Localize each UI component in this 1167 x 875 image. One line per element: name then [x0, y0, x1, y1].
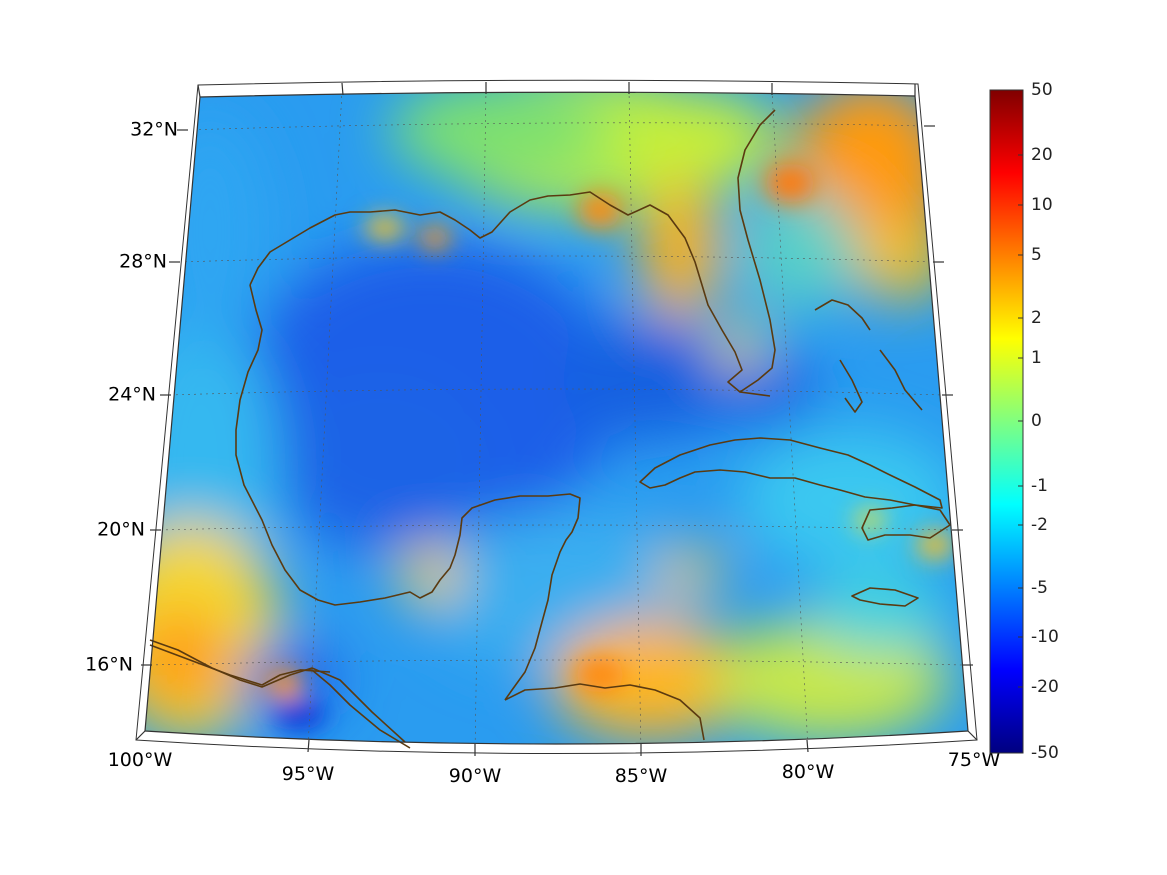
- frame-ticks: [135, 82, 978, 756]
- colorbar: 50 20 10 5 2 1 0 -1 -2 -5 -10 -20 -50: [989, 80, 1059, 763]
- colorbar-label: 10: [1031, 195, 1053, 215]
- colorbar-label: 1: [1031, 348, 1042, 368]
- lon-label: 80°W: [782, 761, 835, 783]
- colorbar-label: -10: [1031, 627, 1059, 647]
- lat-label: 32°N: [130, 119, 178, 141]
- lon-label: 90°W: [449, 765, 502, 787]
- colorbar-label: -5: [1031, 578, 1048, 598]
- lat-label: 24°N: [108, 384, 156, 406]
- colorbar-label: -2: [1031, 515, 1048, 535]
- longitude-labels: 100°W 95°W 90°W 85°W 80°W 75°W: [108, 749, 1001, 787]
- colorbar-gradient: [989, 89, 1024, 754]
- colorbar-label: 5: [1031, 245, 1042, 265]
- map-frame: [144, 91, 969, 745]
- map-frame-outer: [135, 79, 978, 754]
- colorbar-label: -50: [1031, 743, 1059, 763]
- lat-label: 20°N: [97, 519, 145, 541]
- colorbar-label: 2: [1031, 308, 1042, 328]
- colorbar-label: 0: [1031, 411, 1042, 431]
- colorbar-label: 20: [1031, 145, 1053, 165]
- colorbar-label: -20: [1031, 677, 1059, 697]
- lon-label: 85°W: [615, 765, 668, 787]
- colorbar-ticks: [1018, 89, 1023, 754]
- lat-label: 16°N: [85, 654, 133, 676]
- lon-label: 75°W: [948, 749, 1001, 771]
- colorbar-label: 50: [1031, 80, 1053, 100]
- latitude-labels: 32°N 28°N 24°N 20°N 16°N: [85, 119, 178, 676]
- lon-label: 95°W: [282, 763, 335, 785]
- colorbar-label: -1: [1031, 476, 1048, 496]
- data-field: [145, 92, 968, 744]
- coastlines: [149, 109, 951, 749]
- lon-label: 100°W: [108, 749, 173, 771]
- lat-label: 28°N: [119, 251, 167, 273]
